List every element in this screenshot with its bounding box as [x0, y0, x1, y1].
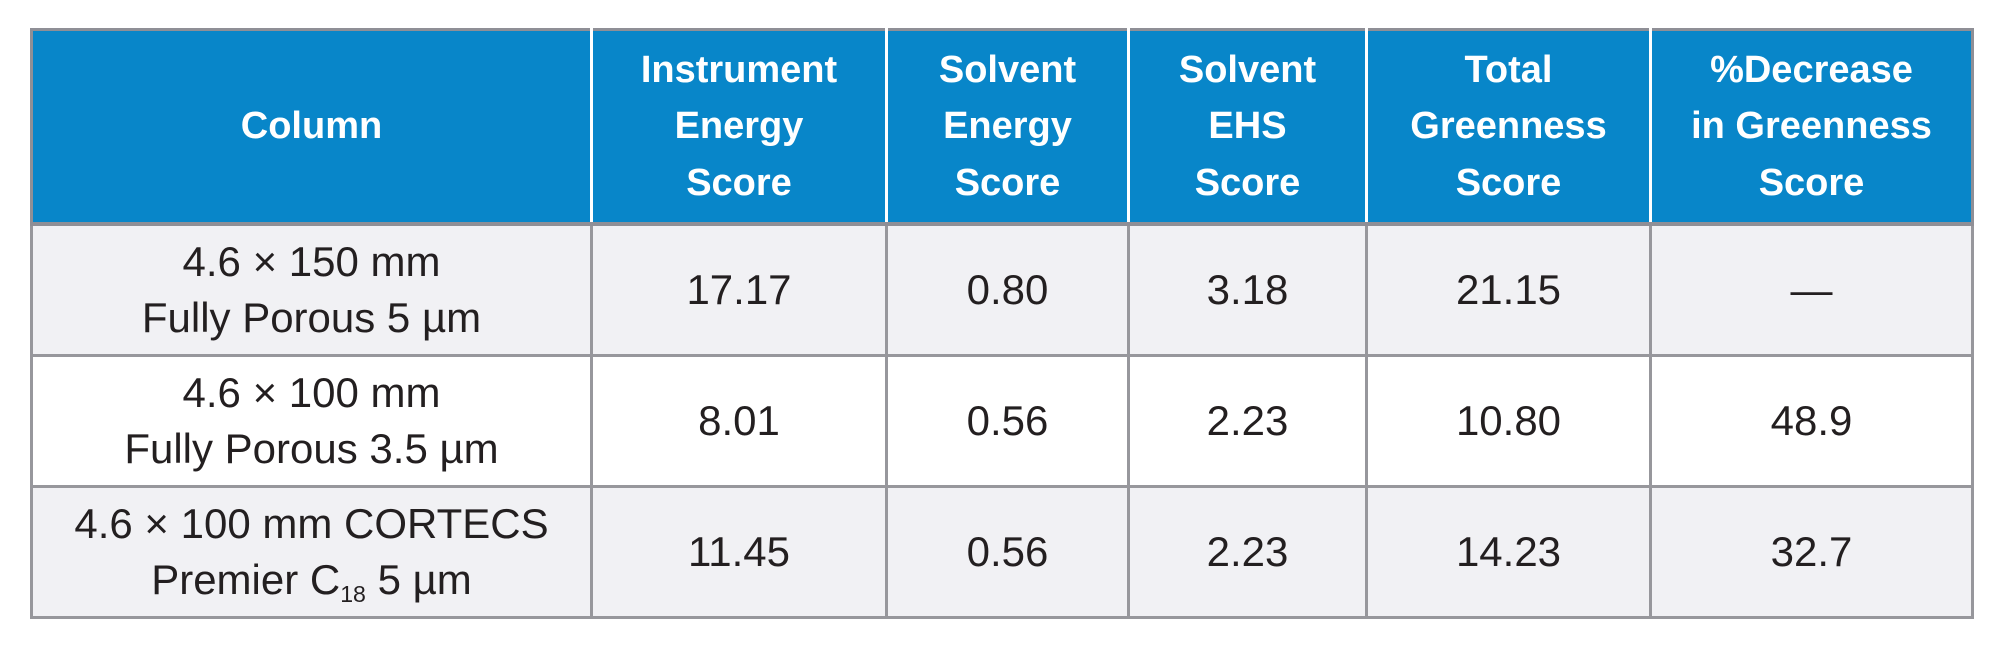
total-greenness-score-cell: 21.15 — [1365, 222, 1652, 357]
solvent-ehs-score-cell: 2.23 — [1127, 354, 1368, 488]
header-label-line: Score — [686, 161, 792, 204]
column-name-line: 4.6 × 100 mm CORTECS — [74, 500, 549, 548]
column-name-cell: 4.6 × 100 mm Fully Porous 3.5 µm — [30, 354, 593, 488]
solvent-ehs-score-cell: 2.23 — [1127, 485, 1368, 619]
total-greenness-score-cell: 14.23 — [1365, 485, 1652, 619]
table-header: Column Instrument Energy Score Solvent E… — [30, 28, 1974, 226]
header-label-line: Solvent — [1178, 49, 1317, 92]
column-name-line: Fully Porous 3.5 µm — [124, 425, 499, 472]
c18-subscript: 18 — [340, 580, 366, 607]
column-name-line: 4.6 × 100 mm — [182, 369, 441, 417]
header-label-line: Solvent — [938, 49, 1077, 92]
header-label-line: Greenness — [1410, 105, 1607, 148]
percent-decrease-cell: — — [1649, 222, 1974, 357]
percent-decrease-cell: 32.7 — [1649, 485, 1974, 619]
greenness-score-table: Column Instrument Energy Score Solvent E… — [30, 28, 1974, 619]
header-label-line: in Greenness — [1691, 105, 1932, 148]
header-label-line: Instrument — [640, 49, 838, 92]
table-row-cortecs-premier-c18: 4.6 × 100 mm CORTECS Premier C18 5 µm 11… — [30, 485, 1974, 619]
header-cell-solvent-energy-score: Solvent Energy Score — [885, 28, 1130, 226]
header-label-line: Score — [954, 161, 1061, 204]
header-label-line: Total — [1464, 49, 1553, 92]
header-label-line: Score — [1758, 161, 1865, 204]
greenness-score-table-wrap: Column Instrument Energy Score Solvent E… — [30, 28, 1974, 619]
header-cell-percent-decrease-greenness: %Decrease in Greenness Score — [1649, 28, 1974, 226]
solvent-energy-score-cell: 0.80 — [885, 222, 1130, 357]
column-name-line: Premier C18 5 µm — [35, 552, 589, 608]
total-greenness-score-cell: 10.80 — [1365, 354, 1652, 488]
header-label-line: EHS — [1208, 105, 1287, 148]
percent-decrease-cell: 48.9 — [1649, 354, 1974, 488]
instrument-energy-score-cell: 11.45 — [590, 485, 888, 619]
instrument-energy-score-cell: 17.17 — [590, 222, 888, 357]
header-cell-solvent-ehs-score: Solvent EHS Score — [1127, 28, 1368, 226]
column-name-cell: 4.6 × 150 mm Fully Porous 5 µm — [30, 222, 593, 357]
header-row: Column Instrument Energy Score Solvent E… — [30, 28, 1974, 226]
header-label-line: Energy — [943, 105, 1072, 148]
column-name-line: 4.6 × 150 mm — [182, 238, 441, 286]
header-cell-instrument-energy-score: Instrument Energy Score — [590, 28, 888, 226]
column-name-line: Fully Porous 5 µm — [141, 294, 482, 341]
header-label-line: Energy — [674, 105, 804, 148]
solvent-energy-score-cell: 0.56 — [885, 354, 1130, 488]
column-name-segment: 5 µm — [365, 556, 472, 603]
header-cell-total-greenness-score: Total Greenness Score — [1365, 28, 1652, 226]
header-cell-column: Column — [30, 28, 593, 226]
column-name-segment: Premier C — [151, 556, 341, 603]
header-label-line: %Decrease — [1710, 49, 1913, 92]
table-row-fully-porous-5um: 4.6 × 150 mm Fully Porous 5 µm 17.17 0.8… — [30, 222, 1974, 357]
table-body: 4.6 × 150 mm Fully Porous 5 µm 17.17 0.8… — [30, 222, 1974, 619]
solvent-energy-score-cell: 0.56 — [885, 485, 1130, 619]
header-label-line: Score — [1194, 161, 1301, 204]
table-row-fully-porous-3-5um: 4.6 × 100 mm Fully Porous 3.5 µm 8.01 0.… — [30, 354, 1974, 488]
column-name-cell: 4.6 × 100 mm CORTECS Premier C18 5 µm — [30, 485, 593, 619]
solvent-ehs-score-cell: 3.18 — [1127, 222, 1368, 357]
instrument-energy-score-cell: 8.01 — [590, 354, 888, 488]
header-label: Column — [240, 105, 383, 148]
header-label-line: Score — [1455, 161, 1562, 204]
